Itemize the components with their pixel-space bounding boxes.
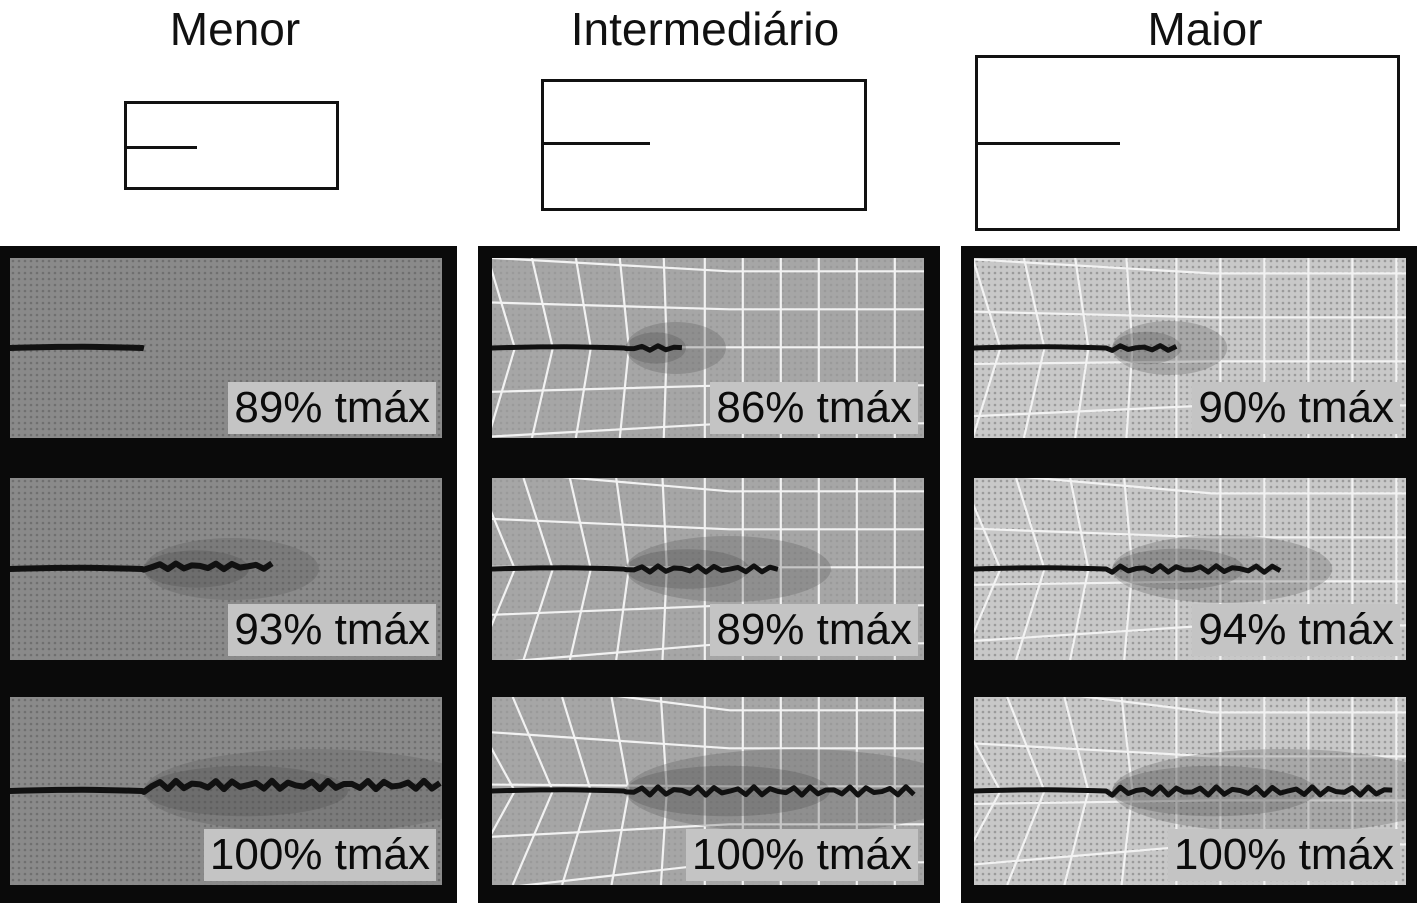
specimen-schematic-maior (975, 55, 1400, 231)
damage-zone (143, 765, 348, 817)
panel-menor-3: 100% tmáx (10, 697, 442, 885)
damage-zone (143, 749, 442, 833)
panel-intermediario-3: 100% tmáx (492, 697, 924, 885)
load-label: 100% tmáx (685, 829, 918, 881)
column-title-menor: Menor (169, 3, 301, 55)
damage-zone (143, 538, 319, 600)
notch-line (544, 142, 650, 145)
crack-line (492, 563, 779, 575)
notch-line (127, 146, 197, 149)
damage-zone (143, 550, 249, 588)
specimen-schematic-intermediario (541, 79, 867, 211)
load-label: 100% tmáx (203, 829, 436, 881)
load-label: 100% tmáx (1167, 829, 1400, 881)
crack-line (492, 784, 916, 798)
specimen-schematic-menor (124, 101, 339, 190)
notch-line (978, 142, 1120, 145)
crack-line (10, 777, 442, 795)
panel-intermediario-1: 86% tmáx (492, 258, 924, 438)
column-title-maior: Maior (1147, 3, 1263, 55)
crack-line (974, 784, 1393, 798)
load-label: 93% tmáx (228, 604, 436, 656)
panel-menor-2: 93% tmáx (10, 478, 442, 660)
crack-line (974, 343, 1178, 353)
crack-line (974, 563, 1282, 575)
load-label: 86% tmáx (710, 382, 918, 434)
crack-line (10, 343, 145, 352)
column-title-intermediario: Intermediário (570, 3, 840, 55)
load-label: 89% tmáx (228, 382, 436, 434)
crack-line (10, 560, 274, 573)
load-label: 90% tmáx (1192, 382, 1400, 434)
panel-maior-3: 100% tmáx (974, 697, 1406, 885)
panel-intermediario-2: 89% tmáx (492, 478, 924, 660)
panel-maior-1: 90% tmáx (974, 258, 1406, 438)
panel-menor-1: 89% tmáx (10, 258, 442, 438)
panel-maior-2: 94% tmáx (974, 478, 1406, 660)
crack-line (492, 343, 683, 353)
load-label: 94% tmáx (1192, 604, 1400, 656)
load-label: 89% tmáx (710, 604, 918, 656)
